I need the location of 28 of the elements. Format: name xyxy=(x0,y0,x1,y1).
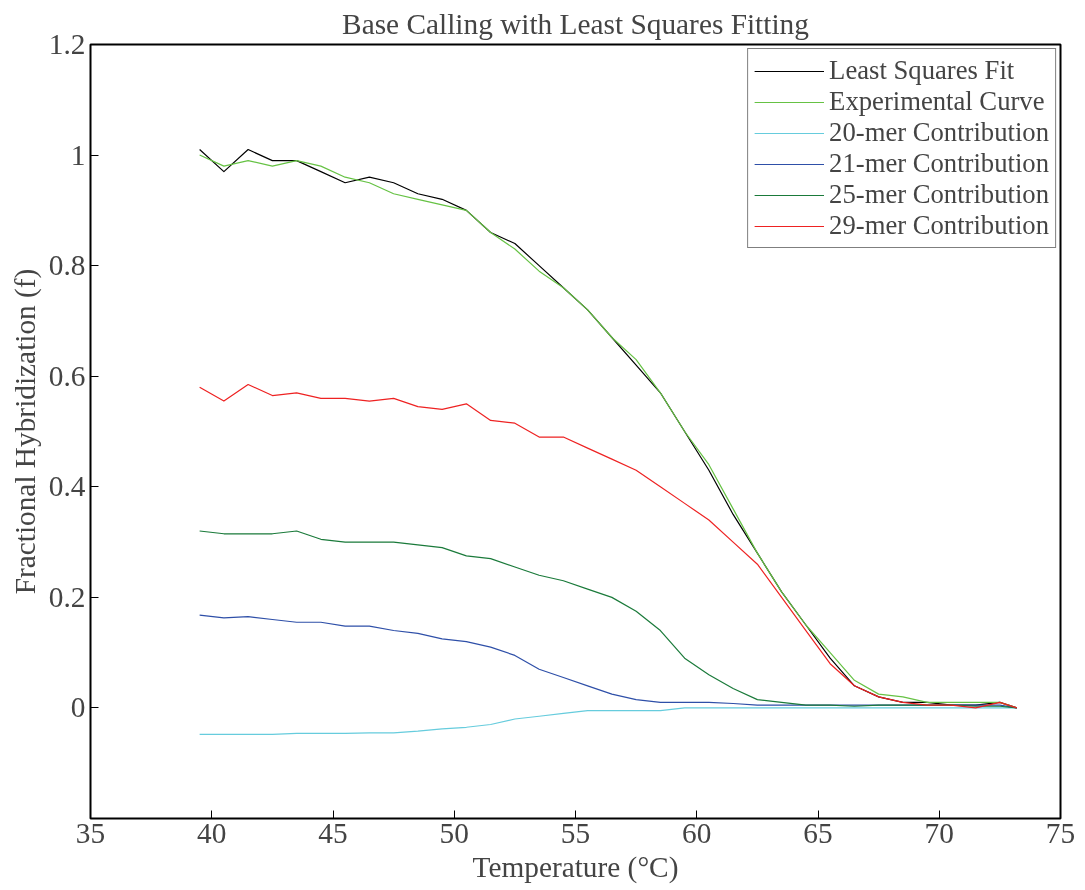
x-tick-label: 75 xyxy=(1045,816,1076,849)
chart-title: Base Calling with Least Squares Fitting xyxy=(342,7,810,40)
x-tick-label: 60 xyxy=(682,816,712,849)
line-series xyxy=(199,383,1018,709)
y-tick-label: 0.4 xyxy=(48,470,86,503)
x-axis-title: Temperature (°C) xyxy=(472,850,679,884)
x-tick-label: 50 xyxy=(439,816,469,849)
y-tick-label: 1 xyxy=(70,138,86,171)
line-series xyxy=(199,530,1018,709)
y-tick-label: 0.2 xyxy=(48,580,86,613)
x-tick-label: 45 xyxy=(318,816,348,849)
legend-label: 20-mer Contribution xyxy=(829,117,1049,148)
y-tick-label: 0.6 xyxy=(48,359,86,392)
y-axis-title: Fractional Hybridization (f) xyxy=(8,268,42,595)
legend-label: Least Squares Fit xyxy=(829,55,1015,86)
legend-label: Experimental Curve xyxy=(829,86,1045,117)
x-tick-label: 70 xyxy=(924,816,954,849)
legend-label: 21-mer Contribution xyxy=(829,148,1049,179)
x-tick-label: 40 xyxy=(197,816,227,849)
x-tick-label: 65 xyxy=(803,816,833,849)
y-tick-label: 0 xyxy=(70,691,86,724)
x-tick-label: 55 xyxy=(560,816,591,849)
x-tick-label: 35 xyxy=(75,816,106,849)
y-tick-label: 0.8 xyxy=(48,249,86,282)
line-series xyxy=(199,707,1018,736)
legend-label: 29-mer Contribution xyxy=(829,210,1049,241)
legend-label: 25-mer Contribution xyxy=(829,179,1049,210)
y-tick-label: 1.2 xyxy=(48,28,86,60)
